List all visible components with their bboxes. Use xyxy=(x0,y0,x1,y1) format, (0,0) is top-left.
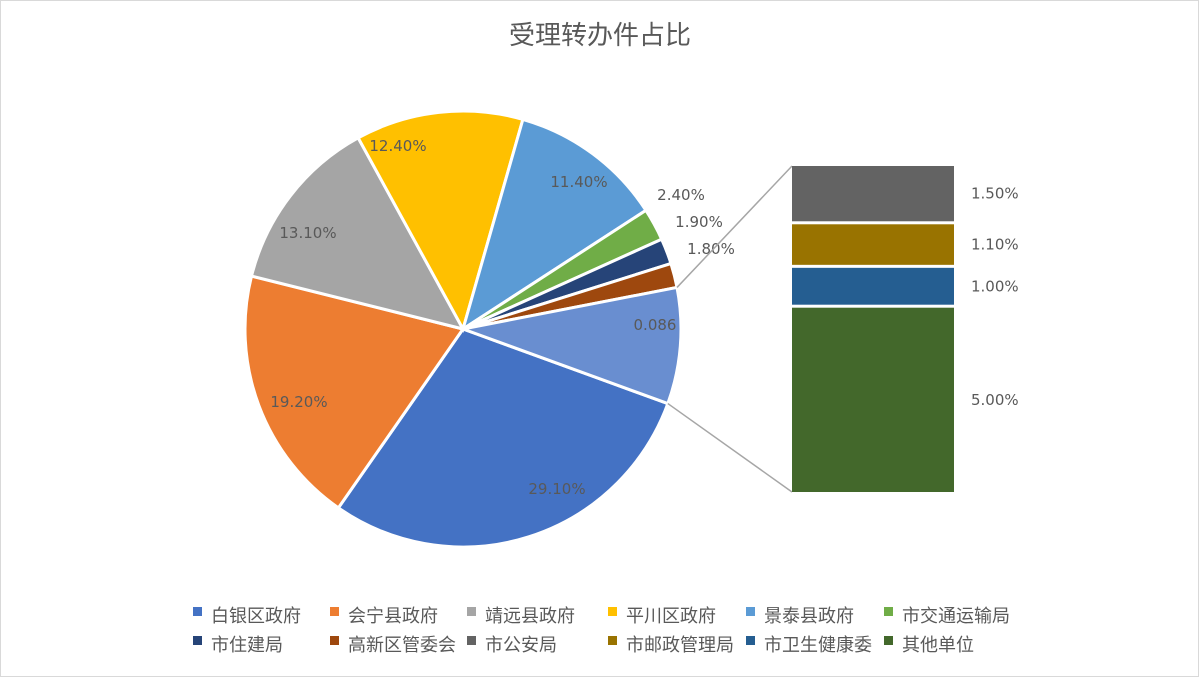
chart-title: 受理转办件占比 xyxy=(509,21,691,51)
pie-slice-1 xyxy=(243,274,466,510)
bar-segment-2 xyxy=(792,267,954,305)
pie-data-label-0: 29.10% xyxy=(528,480,585,498)
legend-swatch-4 xyxy=(746,607,755,616)
legend-label-10: 市卫生健康委 xyxy=(764,635,872,656)
legend-swatch-0 xyxy=(193,607,202,616)
legend-swatch-11 xyxy=(884,636,893,645)
legend-label-1: 会宁县政府 xyxy=(348,606,438,627)
pie-slice-8 xyxy=(457,285,683,406)
stacked-bar: 1.50% 1.10% 1.00% 5.00% xyxy=(792,166,1019,492)
legend-label-5: 市交通运输局 xyxy=(902,606,1010,627)
bar-segment-3 xyxy=(792,307,954,492)
legend-label-11: 其他单位 xyxy=(902,635,974,656)
legend-swatch-3 xyxy=(608,607,617,616)
legend-swatch-6 xyxy=(193,636,202,645)
pie-slice-0 xyxy=(336,327,670,549)
legend-label-6: 市住建局 xyxy=(211,635,283,656)
legend-label-9: 市邮政管理局 xyxy=(626,635,734,656)
bar-data-label-1: 1.10% xyxy=(971,236,1019,254)
pie-data-label-7: 1.80% xyxy=(687,240,735,258)
pie-slice-4 xyxy=(460,117,648,333)
legend-label-2: 靖远县政府 xyxy=(485,606,575,627)
connector-line-bottom xyxy=(667,402,793,493)
legend-label-4: 景泰县政府 xyxy=(764,606,854,627)
pie-slice-3 xyxy=(356,109,525,333)
bar-data-label-2: 1.00% xyxy=(971,277,1019,295)
connector-lines xyxy=(667,165,793,493)
connector-line-top xyxy=(676,165,793,288)
legend-swatch-9 xyxy=(608,636,617,645)
legend-label-8: 市公安局 xyxy=(485,635,557,656)
legend-label-3: 平川区政府 xyxy=(626,606,716,627)
legend-label-7: 高新区管委会 xyxy=(348,635,456,656)
legend-swatch-10 xyxy=(746,636,755,645)
legend-label-0: 白银区政府 xyxy=(211,606,301,627)
legend-swatch-2 xyxy=(467,607,476,616)
pie-data-label-6: 1.90% xyxy=(675,213,723,231)
pie-slice-2 xyxy=(249,135,466,332)
pie-data-label-3: 12.40% xyxy=(369,137,426,155)
bar-data-label-3: 5.00% xyxy=(971,391,1019,409)
pie: 29.10% 19.20% 13.10% 12.40% 11.40% 2.40% 1.90%… xyxy=(243,109,735,549)
bar-segment-0 xyxy=(792,166,954,222)
pie-data-label-8: 0.086 xyxy=(634,316,677,334)
bar-segment-1 xyxy=(792,224,954,265)
legend-swatch-8 xyxy=(467,636,476,645)
legend-swatch-1 xyxy=(330,607,339,616)
pie-data-label-2: 13.10% xyxy=(279,224,336,242)
bar-data-label-0: 1.50% xyxy=(971,185,1019,203)
pie-data-label-1: 19.20% xyxy=(270,393,327,411)
legend-swatch-7 xyxy=(330,636,339,645)
pie-data-label-5: 2.40% xyxy=(657,186,705,204)
legend-swatch-5 xyxy=(884,607,893,616)
pie-data-label-4: 11.40% xyxy=(550,173,607,191)
